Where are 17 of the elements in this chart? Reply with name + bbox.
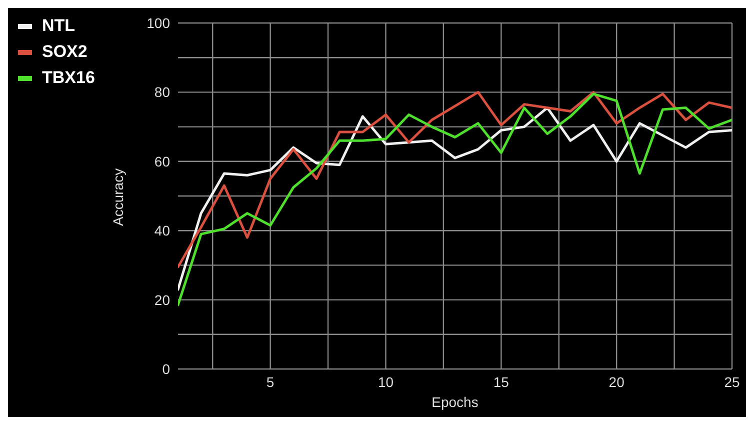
y-tick-label: 80 bbox=[154, 84, 170, 100]
y-tick-label: 0 bbox=[162, 360, 170, 377]
legend-label: SOX2 bbox=[42, 42, 88, 62]
x-tick-label: 25 bbox=[724, 374, 740, 390]
x-axis-title: Epochs bbox=[432, 394, 478, 410]
y-tick-label: 60 bbox=[154, 153, 170, 170]
x-tick-label: 15 bbox=[493, 374, 510, 390]
x-tick-label: 10 bbox=[378, 374, 394, 390]
legend-label: NTL bbox=[42, 16, 76, 36]
y-tick-label: 20 bbox=[154, 292, 170, 308]
y-tick-label: 40 bbox=[154, 222, 170, 239]
line-series bbox=[178, 90, 732, 268]
x-tick-label: 20 bbox=[608, 374, 625, 390]
y-tick-label: 100 bbox=[146, 14, 170, 31]
y-axis-title: Accuracy bbox=[110, 168, 126, 226]
legend-label: TBX16 bbox=[42, 68, 95, 88]
x-tick-label: 5 bbox=[266, 374, 274, 390]
